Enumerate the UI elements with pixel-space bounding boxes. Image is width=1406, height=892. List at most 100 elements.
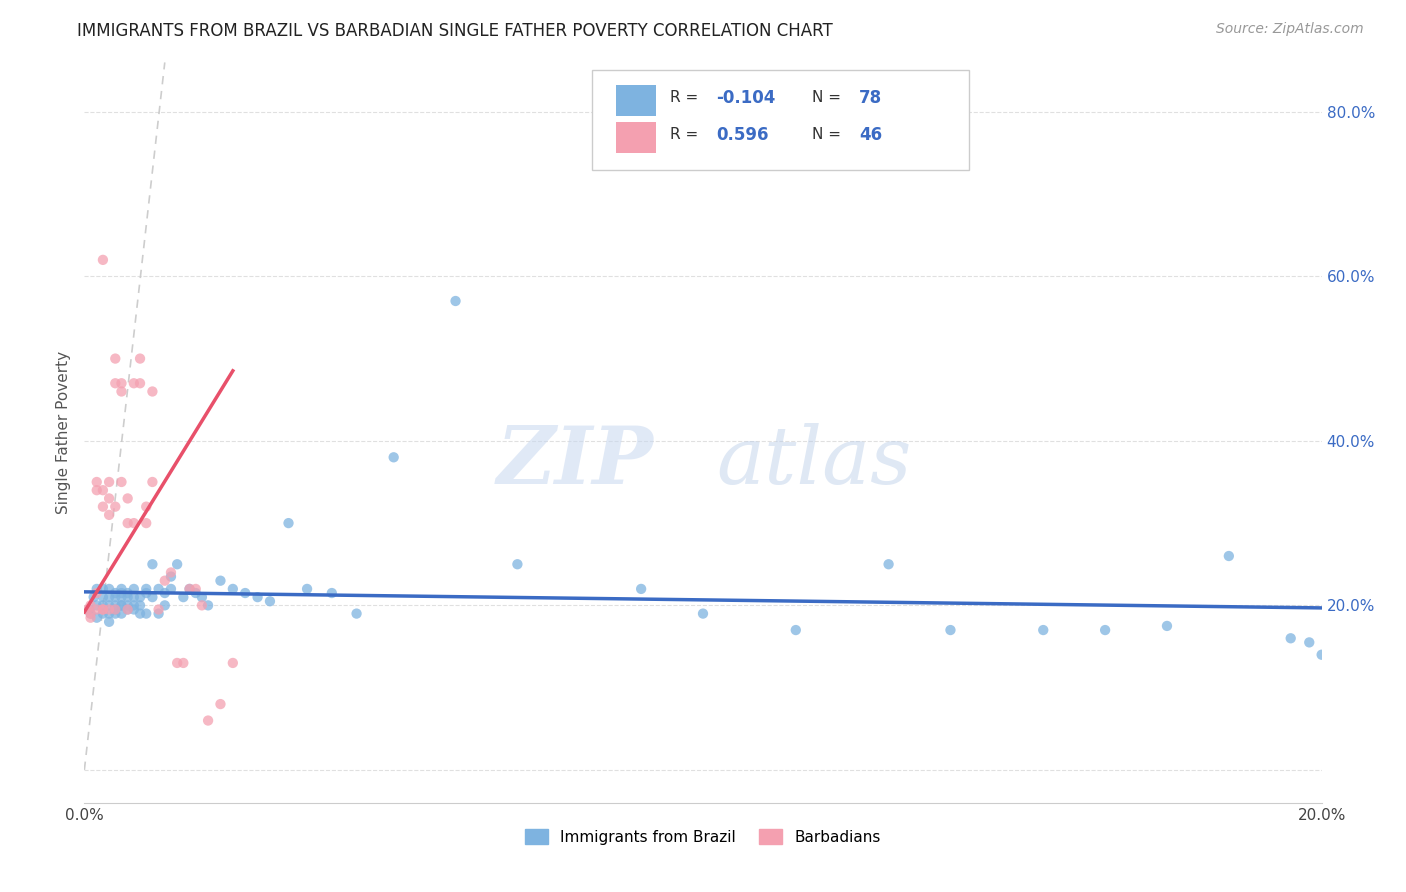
- Point: [86, 475, 108, 489]
- Text: Source: ZipAtlas.com: Source: ZipAtlas.com: [1216, 22, 1364, 37]
- Point: [104, 599, 127, 613]
- Text: N =: N =: [811, 128, 846, 143]
- Point: [110, 599, 132, 613]
- Point: [160, 566, 183, 580]
- Point: [785, 623, 807, 637]
- Point: [122, 376, 145, 391]
- Point: [148, 582, 170, 596]
- Point: [184, 586, 207, 600]
- Point: [110, 586, 132, 600]
- Point: [506, 558, 529, 572]
- Text: R =: R =: [669, 128, 703, 143]
- FancyBboxPatch shape: [616, 121, 657, 153]
- Point: [91, 590, 114, 604]
- Point: [153, 586, 176, 600]
- Point: [166, 558, 188, 572]
- Point: [110, 376, 132, 391]
- Point: [86, 483, 108, 498]
- Point: [104, 500, 127, 514]
- Point: [1094, 623, 1116, 637]
- Point: [1218, 549, 1240, 563]
- Point: [179, 582, 201, 596]
- Point: [122, 602, 145, 616]
- Text: -0.104: -0.104: [717, 89, 776, 107]
- Point: [877, 558, 900, 572]
- Point: [91, 500, 114, 514]
- Point: [233, 586, 256, 600]
- Point: [295, 582, 318, 596]
- Point: [117, 602, 139, 616]
- Point: [129, 376, 152, 391]
- Point: [110, 475, 132, 489]
- Point: [222, 656, 245, 670]
- Point: [222, 582, 245, 596]
- Point: [104, 351, 127, 366]
- Point: [259, 594, 281, 608]
- Point: [191, 590, 214, 604]
- Text: atlas: atlas: [717, 424, 912, 501]
- Point: [1156, 619, 1178, 633]
- Point: [135, 582, 157, 596]
- Point: [129, 607, 152, 621]
- Point: [110, 599, 132, 613]
- Point: [91, 602, 114, 616]
- Point: [160, 569, 183, 583]
- Point: [1279, 632, 1302, 646]
- Legend: Immigrants from Brazil, Barbadians: Immigrants from Brazil, Barbadians: [519, 822, 887, 851]
- Point: [86, 599, 108, 613]
- Point: [110, 607, 132, 621]
- Point: [110, 582, 132, 596]
- Text: 78: 78: [859, 89, 882, 107]
- Point: [122, 516, 145, 530]
- Text: ZIP: ZIP: [496, 424, 654, 501]
- Point: [98, 599, 121, 613]
- Point: [98, 590, 121, 604]
- Point: [98, 602, 121, 616]
- Point: [91, 607, 114, 621]
- Point: [277, 516, 299, 530]
- Point: [91, 483, 114, 498]
- Point: [117, 599, 139, 613]
- Point: [104, 602, 127, 616]
- Text: R =: R =: [669, 90, 703, 105]
- Point: [129, 351, 152, 366]
- Point: [122, 599, 145, 613]
- Point: [104, 590, 127, 604]
- Point: [104, 607, 127, 621]
- Point: [122, 582, 145, 596]
- Point: [135, 500, 157, 514]
- Point: [79, 607, 101, 621]
- Point: [98, 582, 121, 596]
- Point: [79, 602, 101, 616]
- Point: [117, 602, 139, 616]
- Point: [117, 491, 139, 506]
- Point: [191, 599, 214, 613]
- Point: [153, 599, 176, 613]
- Point: [148, 607, 170, 621]
- Point: [86, 611, 108, 625]
- Point: [172, 590, 194, 604]
- Point: [1032, 623, 1054, 637]
- Point: [197, 714, 219, 728]
- Point: [209, 574, 232, 588]
- Point: [129, 599, 152, 613]
- Point: [91, 602, 114, 616]
- Point: [1298, 635, 1320, 649]
- Point: [98, 475, 121, 489]
- Point: [98, 615, 121, 629]
- Point: [98, 508, 121, 522]
- Point: [197, 599, 219, 613]
- Point: [444, 293, 467, 308]
- Point: [83, 590, 105, 604]
- FancyBboxPatch shape: [592, 70, 969, 169]
- Point: [122, 590, 145, 604]
- Text: IMMIGRANTS FROM BRAZIL VS BARBADIAN SINGLE FATHER POVERTY CORRELATION CHART: IMMIGRANTS FROM BRAZIL VS BARBADIAN SING…: [77, 22, 834, 40]
- Point: [141, 590, 163, 604]
- Y-axis label: Single Father Poverty: Single Father Poverty: [56, 351, 72, 514]
- Point: [692, 607, 714, 621]
- Point: [246, 590, 269, 604]
- Text: 0.596: 0.596: [717, 126, 769, 144]
- Point: [98, 491, 121, 506]
- Point: [209, 697, 232, 711]
- Point: [184, 582, 207, 596]
